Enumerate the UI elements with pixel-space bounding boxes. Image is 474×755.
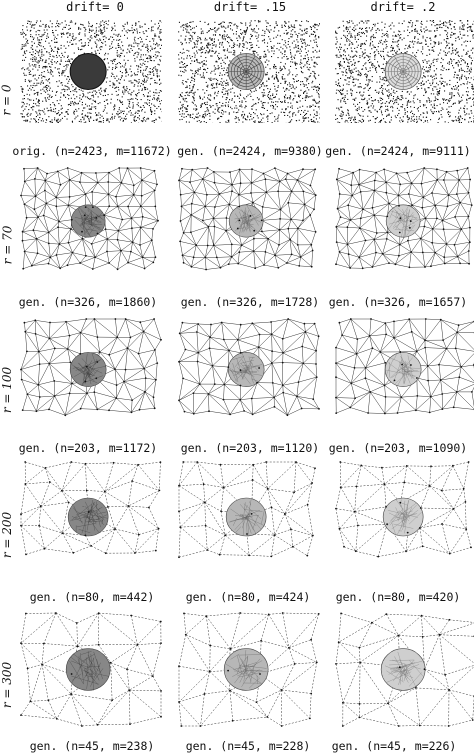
- caption-r70-drift02: gen. (n=326, m=1657): [328, 295, 468, 309]
- graph-panel-r70-drift02: [335, 167, 474, 275]
- caption-r70-drift0: gen. (n=326, m=1860): [18, 295, 158, 309]
- row-label-r300: r = 300: [0, 661, 15, 709]
- caption-r300-drift02: gen. (n=45, m=226): [331, 739, 457, 753]
- graph-panel-r100-drift015: [178, 318, 320, 421]
- caption-r200-drift015: gen. (n=80, m=424): [185, 590, 311, 604]
- caption-r100-drift015: gen. (n=203, m=1120): [180, 441, 320, 455]
- graph-panel-r300-drift02: [335, 612, 474, 727]
- graph-panel-r0-drift0: [20, 20, 162, 123]
- caption-r200-drift0: gen. (n=80, m=442): [29, 590, 155, 604]
- column-header-drift-02: drift= .2: [370, 0, 436, 14]
- caption-r0-drift015: gen. (n=2424, m=9380): [177, 144, 323, 158]
- caption-r0-drift02: gen. (n=2424, m=9111): [325, 144, 471, 158]
- row-label-r0: r = 0: [0, 84, 14, 116]
- graph-panel-r100-drift02: [335, 318, 474, 421]
- graph-panel-r0-drift015: [178, 20, 320, 123]
- graph-panel-r200-drift015: [178, 461, 320, 573]
- graph-panel-r70-drift0: [20, 167, 162, 275]
- graph-panel-r0-drift02: [335, 20, 474, 123]
- row-label-r100: r = 100: [0, 366, 15, 414]
- graph-panel-r300-drift015: [178, 612, 320, 727]
- row-label-r200: r = 200: [0, 511, 15, 559]
- graph-panel-r300-drift0: [20, 612, 162, 727]
- caption-r0-drift0: orig. (n=2423, m=11672): [12, 144, 172, 158]
- caption-r300-drift0: gen. (n=45, m=238): [29, 739, 155, 753]
- caption-r200-drift02: gen. (n=80, m=420): [335, 590, 461, 604]
- row-label-r70: r = 70: [0, 225, 15, 265]
- graph-panel-r70-drift015: [178, 167, 320, 275]
- caption-r70-drift015: gen. (n=326, m=1728): [180, 295, 320, 309]
- caption-r100-drift02: gen. (n=203, m=1090): [328, 441, 468, 455]
- column-header-drift-0: drift= 0: [66, 0, 124, 14]
- column-header-drift-015: drift= .15: [213, 0, 287, 14]
- graph-panel-r200-drift02: [335, 461, 474, 573]
- caption-r300-drift015: gen. (n=45, m=228): [185, 739, 311, 753]
- graph-panel-r200-drift0: [20, 461, 162, 573]
- caption-r100-drift0: gen. (n=203, m=1172): [18, 441, 158, 455]
- graph-panel-r100-drift0: [20, 318, 162, 421]
